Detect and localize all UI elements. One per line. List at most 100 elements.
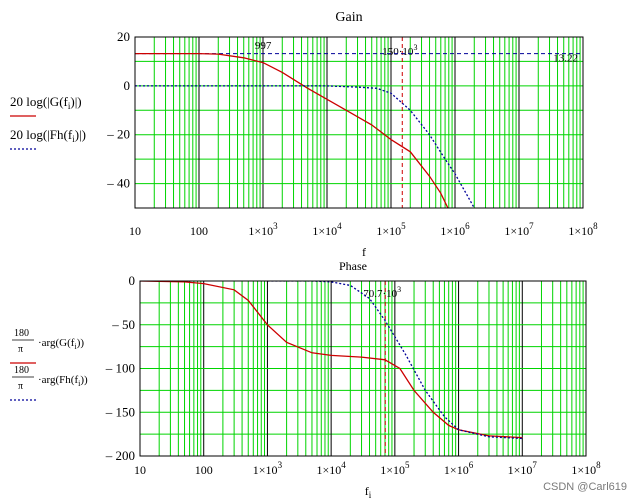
legend-subscript: i [68,101,71,111]
plot-area [135,37,583,208]
x-tick-base: 100 [190,224,208,238]
x-tick-label: 1×106 [440,221,470,238]
legend-func: ·arg(G(f [38,337,75,349]
legend-prefix: 20 log( [10,127,47,142]
y-tick-label: 0 [124,78,131,93]
y-tick-label: – 40 [106,176,130,191]
x-tick-label: 1×103 [253,460,283,477]
legend-prefix: 20 log( [10,94,47,109]
x-tick-base: 100 [195,463,213,477]
legend-func: |G(f [47,94,68,109]
legend-label: ·arg(G(fi)) [38,337,84,351]
x-tick-label: 100 [195,463,213,477]
legend-label: ·arg(Fh(fi)) [38,374,88,388]
plot-frame [139,280,587,457]
legend-subscript: i [72,134,75,144]
watermark: CSDN @Carl619 [543,481,627,493]
x-tick-base: 1×10 [504,224,529,238]
legend-label: 20 log(|G(fi)|) [10,94,82,111]
legend-denominator: π [18,381,23,392]
x-axis-label: fi [365,484,372,500]
x-tick-label: 1×105 [380,460,410,477]
legend-suffix: )|) [70,94,81,109]
series-g-line [135,52,449,208]
legend-subscript: i [74,342,77,351]
x-tick-label: 1×107 [508,460,538,477]
marker-label-exponent: 3 [413,43,417,52]
legend-numerator: 180 [14,328,29,339]
x-tick-base: 10 [129,224,141,238]
x-tick-exponent: 8 [593,221,598,231]
x-tick-exponent: 5 [401,221,406,231]
x-tick-exponent: 6 [465,221,470,231]
x-tick-exponent: 5 [405,460,410,470]
x-axis-label-main: f [362,245,366,259]
y-tick-label: 0 [129,273,136,288]
x-tick-label: 100 [190,224,208,238]
legend-func: |Fh(f [47,127,73,142]
x-tick-label: 1×107 [504,221,534,238]
x-tick-exponent: 6 [469,460,474,470]
x-tick-exponent: 7 [529,221,534,231]
series-fh-line [267,281,523,440]
x-tick-base: 1×10 [508,463,533,477]
x-tick-label: 1×105 [376,221,406,238]
x-tick-label: 1×108 [571,460,601,477]
x-axis-label: f [362,245,366,259]
x-tick-base: 1×10 [440,224,465,238]
x-tick-base: 1×10 [380,463,405,477]
y-tick-label: – 150 [105,404,135,419]
y-tick-label: – 50 [111,317,135,332]
x-tick-base: 1×10 [568,224,593,238]
x-tick-base: 1×10 [253,463,278,477]
x-tick-base: 1×10 [317,463,342,477]
vertical-marker-label: 70.7·103 [363,285,401,300]
legend-entry: 180 π ·arg(G(fi)) [10,328,84,364]
x-tick-exponent: 8 [596,460,601,470]
chart-title: Gain [335,10,362,25]
vertical-marker-label: 150·103 [382,43,417,58]
x-tick-exponent: 4 [341,460,346,470]
x-tick-label: 10 [129,224,141,238]
series-fh-line [135,85,476,208]
x-tick-base: 1×10 [444,463,469,477]
legend-label: 20 log(|Fh(fi)|) [10,127,86,144]
x-tick-label: 1×104 [317,460,347,477]
marker-label-base: 150·10 [382,46,414,58]
legend-denominator: π [18,344,23,355]
legend-func: ·arg(Fh(f [38,374,78,386]
legend-suffix: )) [80,374,88,386]
chart-title: Phase [339,259,367,273]
x-tick-label: 1×108 [568,221,598,238]
point-marker-label: 997 [255,40,272,52]
horizontal-marker-label: 13.22 [553,53,578,65]
x-tick-base: 1×10 [312,224,337,238]
legend-entry: 180 π ·arg(Fh(fi)) [10,365,88,401]
marker-label-exponent: 3 [397,285,401,294]
x-tick-base: 1×10 [376,224,401,238]
legend-suffix: )|) [75,127,86,142]
x-tick-label: 1×104 [312,221,342,238]
legend-numerator: 180 [14,365,29,376]
y-tick-label: – 100 [105,361,135,376]
x-tick-exponent: 7 [532,460,537,470]
y-tick-label: 20 [117,29,130,44]
x-tick-exponent: 4 [337,221,342,231]
x-tick-exponent: 3 [273,221,278,231]
legend-entry: 20 log(|Fh(fi)|) [10,127,86,150]
x-tick-label: 10 [134,463,146,477]
x-tick-base: 1×10 [571,463,596,477]
x-tick-base: 10 [134,463,146,477]
y-tick-label: – 200 [105,448,135,463]
series-g-line [140,281,523,439]
x-axis-label-main: f [365,484,369,498]
x-tick-label: 1×103 [248,221,278,238]
x-axis-label-subscript: i [369,490,372,500]
legend-entry: 20 log(|G(fi)|) [10,94,82,117]
legend-suffix: )) [77,337,85,349]
legend-subscript: i [78,379,81,388]
plot-frame [134,36,584,209]
